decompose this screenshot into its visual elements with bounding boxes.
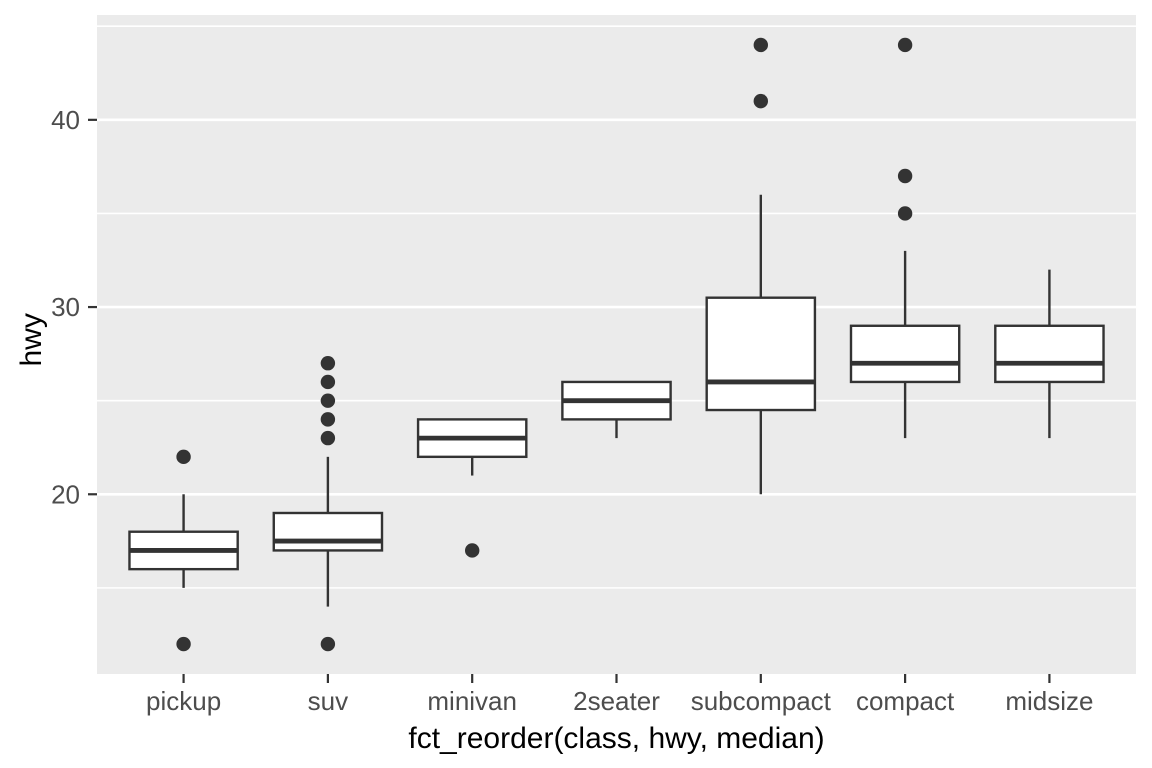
boxplot-midsize — [994, 269, 1105, 439]
x-tick-label: suv — [308, 686, 348, 716]
outlier-point — [320, 412, 336, 427]
x-tick-label: pickup — [146, 686, 221, 716]
outlier-point — [320, 636, 336, 652]
boxplot-2seater — [561, 380, 672, 439]
outlier-point — [176, 636, 191, 652]
boxplot-layer — [128, 37, 1105, 652]
iqr-box — [705, 296, 817, 412]
x-tick-label: midsize — [1005, 686, 1093, 716]
outlier-point — [320, 430, 336, 446]
x-tick-label: minivan — [427, 686, 517, 716]
outlier-point — [464, 543, 480, 558]
x-axis-title: fct_reorder(class, hwy, median) — [408, 722, 824, 755]
outlier-point — [320, 393, 336, 408]
outlier-point — [753, 93, 769, 109]
outlier-point — [320, 374, 336, 390]
boxplot-subcompact — [705, 37, 817, 495]
iqr-box — [272, 511, 384, 552]
outlier-point — [176, 449, 191, 465]
outlier-point — [897, 37, 913, 53]
outlier-point — [320, 356, 336, 371]
iqr-box — [994, 324, 1105, 384]
y-tick-label: 30 — [51, 292, 80, 322]
boxplot-suv — [272, 356, 384, 652]
outlier-point — [897, 168, 913, 184]
y-axis-title: hwy — [15, 313, 48, 366]
axis-layer: 20 30 40 pickup suv minivan 2seater subcompact c… — [51, 105, 1093, 716]
outlier-point — [753, 37, 769, 53]
boxplot-minivan — [416, 418, 528, 558]
x-tick-label: subcompact — [691, 686, 832, 716]
x-tick-label: compact — [856, 686, 955, 716]
boxplot-pickup — [128, 449, 239, 652]
boxplot-compact — [849, 37, 961, 439]
gridline-layer — [97, 25, 1136, 589]
panel-background — [97, 15, 1136, 674]
outlier-point — [897, 206, 913, 221]
iqr-box — [849, 324, 961, 384]
x-tick-label: 2seater — [573, 686, 660, 716]
y-tick-label: 40 — [51, 105, 80, 135]
y-tick-label: 20 — [51, 479, 80, 509]
